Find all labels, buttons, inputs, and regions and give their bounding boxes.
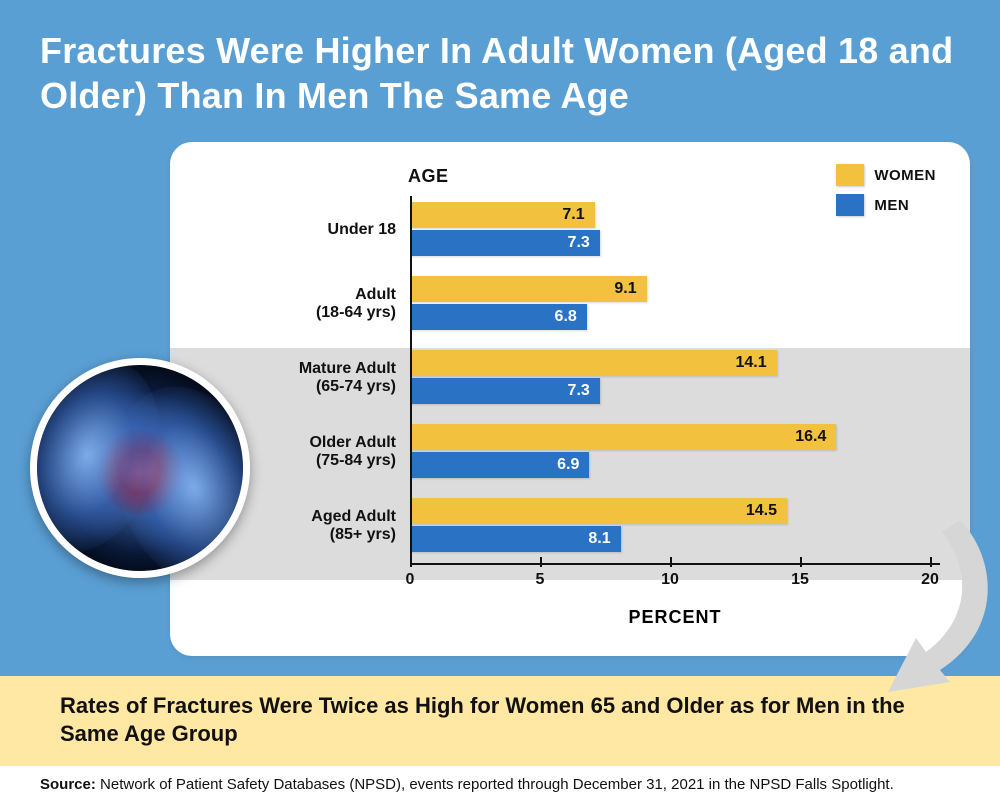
bar-men: 7.3 xyxy=(410,230,600,256)
y-axis-line xyxy=(410,196,412,560)
bar-men: 6.9 xyxy=(410,452,589,478)
x-tick-label: 20 xyxy=(921,571,939,589)
bar-men: 7.3 xyxy=(410,378,600,404)
page-title: Fractures Were Higher In Adult Women (Ag… xyxy=(40,28,960,118)
row-label: Under 18 xyxy=(200,221,410,239)
bar-women: 9.1 xyxy=(410,276,647,302)
legend-item: MEN xyxy=(836,194,936,216)
chart-row: Adult(18-64 yrs)9.16.8 xyxy=(200,267,940,341)
bar-pair: 14.17.3 xyxy=(410,348,940,408)
bar-women: 14.1 xyxy=(410,350,777,376)
bar-pair: 9.16.8 xyxy=(410,274,940,334)
chart-row: Aged Adult(85+ yrs)14.58.1 xyxy=(200,489,940,563)
chart-row: Mature Adult(65-74 yrs)14.17.3 xyxy=(200,341,940,415)
source-label: Source: xyxy=(40,776,96,793)
hip-fracture-image xyxy=(30,358,250,578)
bar-pair: 14.58.1 xyxy=(410,496,940,556)
legend-swatch xyxy=(836,194,864,216)
bar-women: 16.4 xyxy=(410,424,836,450)
x-axis-title: PERCENT xyxy=(410,607,940,628)
legend-item: WOMEN xyxy=(836,164,936,186)
x-tick-label: 10 xyxy=(661,571,679,589)
chart-card: WOMENMEN AGE Under 187.17.3Adult(18-64 y… xyxy=(170,142,970,656)
chart-row: Older Adult(75-84 yrs)16.46.9 xyxy=(200,415,940,489)
legend-label: MEN xyxy=(874,197,909,214)
callout-text: Rates of Fractures Were Twice as High fo… xyxy=(60,692,960,748)
x-tick-label: 0 xyxy=(406,571,415,589)
legend: WOMEN MEN xyxy=(836,164,936,224)
x-axis: 05101520 xyxy=(410,563,940,603)
bar-men: 6.8 xyxy=(410,304,587,330)
legend-swatch xyxy=(836,164,864,186)
callout-band: Rates of Fractures Were Twice as High fo… xyxy=(0,676,1000,766)
chart-row: Under 187.17.3 xyxy=(200,193,940,267)
row-label: Mature Adult(65-74 yrs) xyxy=(200,360,410,397)
chart-rows: Under 187.17.3Adult(18-64 yrs)9.16.8Matu… xyxy=(200,193,940,563)
bar-men: 8.1 xyxy=(410,526,621,552)
source-line: Source: Network of Patient Safety Databa… xyxy=(0,766,1000,793)
header-panel: Fractures Were Higher In Adult Women (Ag… xyxy=(0,0,1000,676)
bar-pair: 16.46.9 xyxy=(410,422,940,482)
x-tick-label: 5 xyxy=(536,571,545,589)
row-label: Adult(18-64 yrs) xyxy=(200,286,410,323)
legend-label: WOMEN xyxy=(874,167,936,184)
bar-women: 14.5 xyxy=(410,498,787,524)
bar-women: 7.1 xyxy=(410,202,595,228)
chart-area: AGE Under 187.17.3Adult(18-64 yrs)9.16.8… xyxy=(200,166,940,628)
x-tick-label: 15 xyxy=(791,571,809,589)
source-text: Network of Patient Safety Databases (NPS… xyxy=(96,776,894,793)
